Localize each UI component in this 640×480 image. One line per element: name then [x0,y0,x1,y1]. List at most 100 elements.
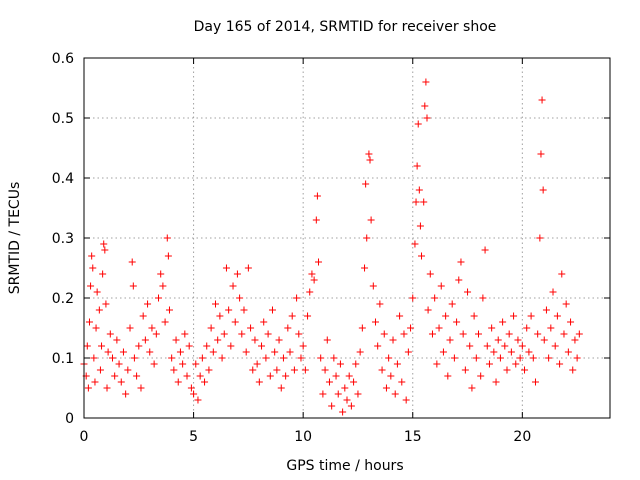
data-point [231,318,239,326]
data-point [315,258,323,266]
data-point [102,300,110,308]
data-point [488,324,496,332]
data-point [431,294,439,302]
data-point [336,360,344,368]
data-point [242,348,250,356]
data-point [564,348,572,356]
data-point [152,330,160,338]
data-point [437,282,445,290]
data-point [144,300,152,308]
data-point [172,336,180,344]
data-point [266,372,274,380]
data-point [98,342,106,350]
data-point [391,390,399,398]
data-point [212,300,219,308]
data-point [96,366,104,374]
data-point [534,330,542,338]
data-point [439,348,447,356]
data-point [225,306,233,314]
data-point [455,276,463,284]
data-point [499,318,507,326]
data-point [334,390,342,398]
data-point [304,312,312,320]
data-point [426,270,434,278]
data-point [240,306,248,314]
data-point [168,354,176,362]
data-point [306,288,314,296]
data-point [227,342,235,350]
data-point [251,336,259,344]
data-point [216,312,224,320]
data-point [464,288,472,296]
data-point [317,354,325,362]
data-point [350,378,358,386]
data-point [95,306,103,314]
x-tick-label: 10 [294,429,312,445]
data-point [87,282,95,290]
data-point [119,348,127,356]
data-point [146,348,154,356]
data-point [494,336,502,344]
data-point [411,240,419,248]
data-point [106,330,114,338]
data-point [501,342,509,350]
data-point [361,264,369,272]
data-point [165,306,173,314]
data-point [84,384,92,392]
data-point [198,354,206,362]
data-point [527,312,535,320]
data-point [288,312,296,320]
data-point [496,354,504,362]
data-point [148,324,156,332]
data-point [93,288,101,296]
data-point [268,306,276,314]
data-point [433,360,441,368]
data-point [273,366,281,374]
data-point [571,336,579,344]
data-point [129,282,137,290]
data-point [284,324,292,332]
data-point [299,342,307,350]
data-point [407,324,415,332]
data-point [461,366,469,374]
data-point [164,252,172,260]
data-point [358,324,366,332]
data-point [137,384,145,392]
data-point [421,102,429,110]
data-point [352,360,360,368]
data-point [122,390,130,398]
y-tick-label: 0 [65,411,74,427]
data-point [347,402,355,410]
data-point [103,384,111,392]
data-point [398,378,406,386]
data-point [83,342,91,350]
data-point [374,342,382,350]
data-point [472,354,480,362]
data-points [80,78,583,416]
data-point [297,354,305,362]
data-point [253,360,261,368]
data-point [290,366,298,374]
data-point [448,300,456,308]
data-point [366,156,374,164]
data-point [468,384,476,392]
data-point [301,366,309,374]
data-point [393,360,401,368]
data-point [205,366,213,374]
plot-frame [83,57,611,419]
data-point [176,348,184,356]
data-point [457,258,465,266]
x-tick-label: 5 [189,429,198,445]
data-point [540,336,548,344]
data-point [99,270,107,278]
data-point [260,318,268,326]
data-point [209,348,217,356]
data-point [100,240,108,248]
data-point [88,252,96,260]
data-point [362,180,370,188]
data-point [159,282,167,290]
data-point [244,264,252,272]
data-point [190,390,198,398]
data-point [161,318,169,326]
data-point [428,330,436,338]
